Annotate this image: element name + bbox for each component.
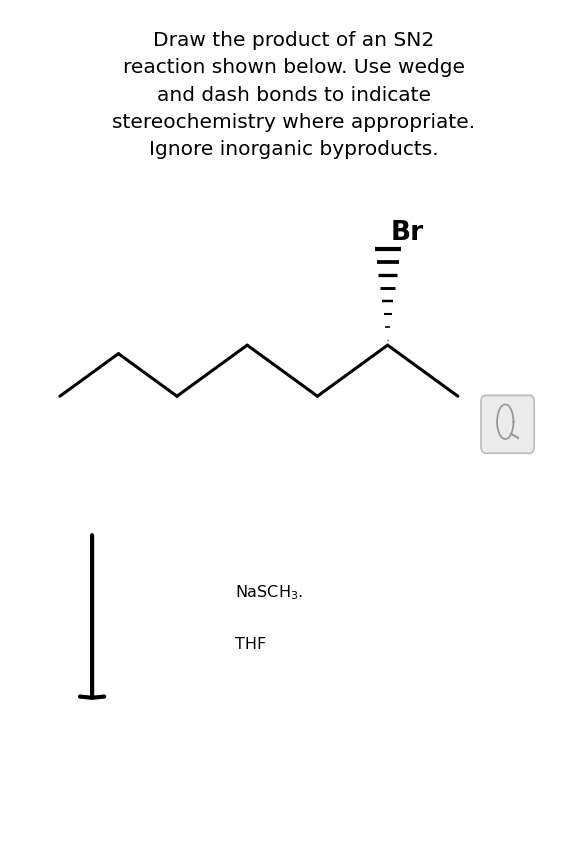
Text: THF: THF <box>235 635 267 651</box>
Text: Draw the product of an SN2
reaction shown below. Use wedge
and dash bonds to ind: Draw the product of an SN2 reaction show… <box>112 32 476 159</box>
Text: Br: Br <box>390 219 424 246</box>
Text: NaSCH$_3$.: NaSCH$_3$. <box>235 583 304 601</box>
FancyBboxPatch shape <box>481 396 534 454</box>
